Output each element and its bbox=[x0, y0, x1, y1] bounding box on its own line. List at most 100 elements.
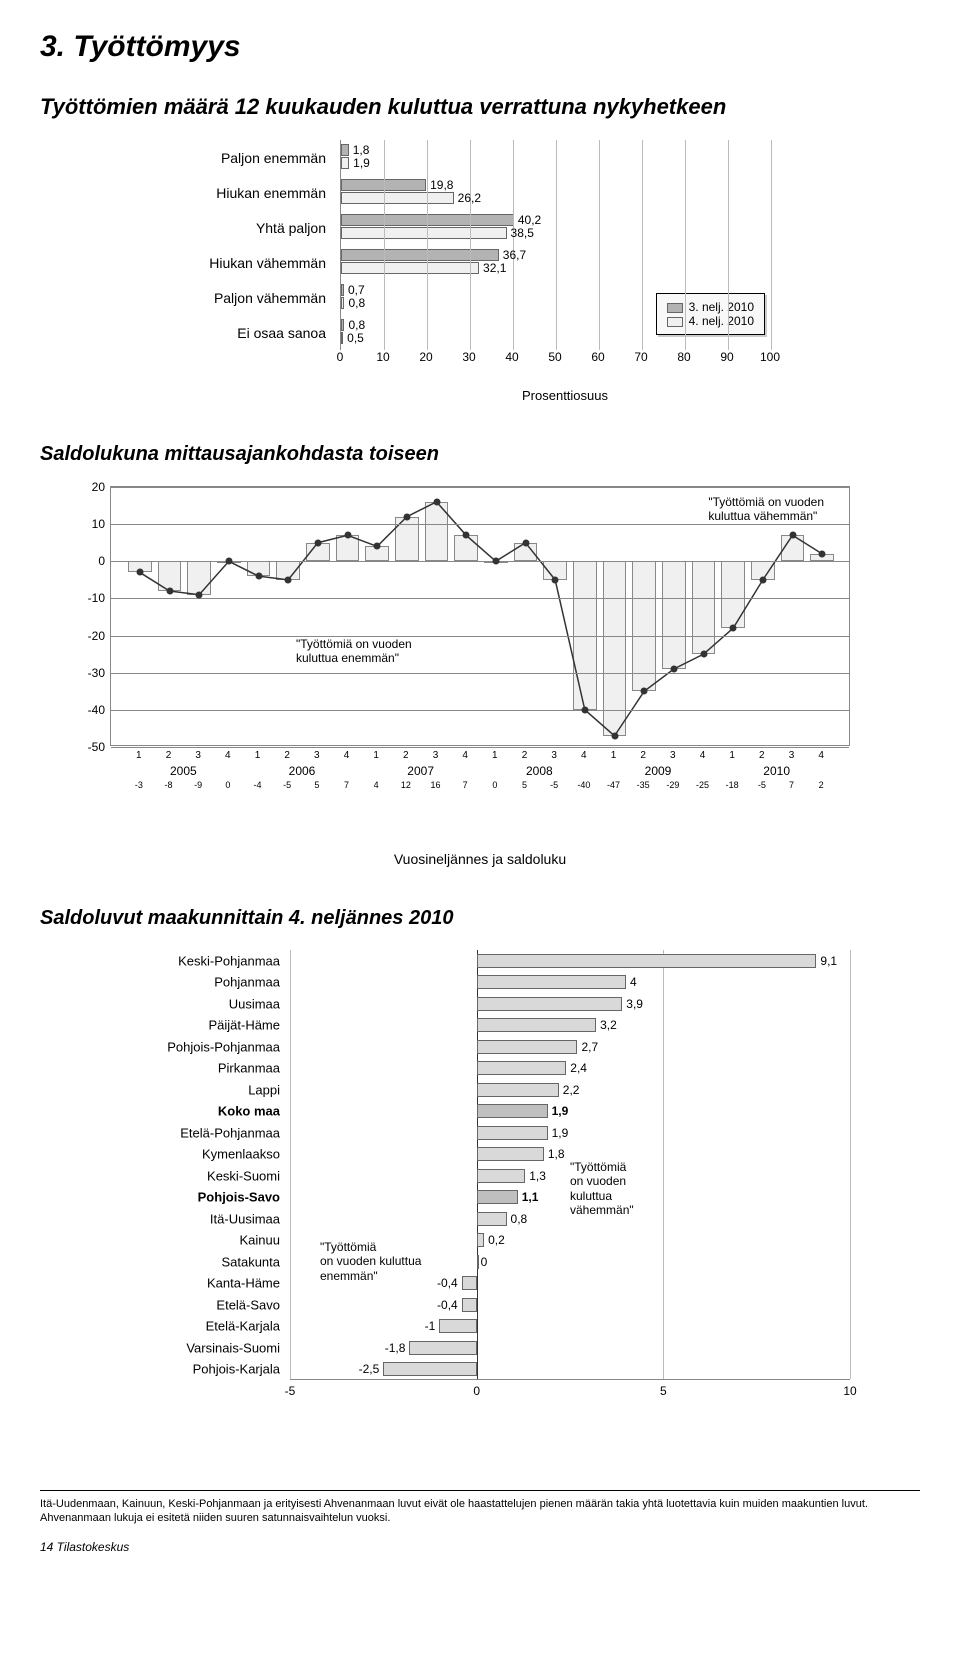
chart3: "Työttömiä on vuoden kuluttuaenemmän" "T… bbox=[100, 950, 860, 1400]
chart1-value: 1,9 bbox=[353, 156, 370, 170]
chart3-bar bbox=[462, 1298, 477, 1312]
chart2-ytick: 10 bbox=[92, 517, 111, 531]
chart2-ytick: -10 bbox=[88, 591, 111, 605]
chart3-bar bbox=[439, 1319, 476, 1333]
chart2-quarter-tick: 1 bbox=[136, 750, 142, 761]
chart3-region-label: Kanta-Häme bbox=[207, 1276, 290, 1291]
chart2-marker bbox=[136, 569, 143, 576]
footnote-line2: Ahvenanmaan lukuja ei esitetä niiden suu… bbox=[40, 1511, 920, 1525]
chart2-value: -35 bbox=[637, 780, 650, 790]
chart3-bar bbox=[477, 1169, 526, 1183]
chart2-marker bbox=[759, 576, 766, 583]
chart2-marker bbox=[463, 532, 470, 539]
chart2-value: 0 bbox=[225, 780, 230, 790]
chart3-value: -1 bbox=[425, 1319, 436, 1333]
chart3-value: 1,9 bbox=[552, 1104, 569, 1118]
chart2-quarter-tick: 3 bbox=[551, 750, 557, 761]
chart3-value: 0,8 bbox=[511, 1212, 528, 1226]
chart1-value: 36,7 bbox=[503, 248, 526, 262]
chart2-year-tick: 2007 bbox=[407, 764, 434, 778]
chart2-quarter-tick: 3 bbox=[670, 750, 676, 761]
chart2-quarter-tick: 3 bbox=[433, 750, 439, 761]
chart3-bar bbox=[477, 1233, 484, 1247]
chart2-quarter-tick: 4 bbox=[700, 750, 706, 761]
chart2-quarter-tick: 3 bbox=[314, 750, 320, 761]
chart2-year-tick: 2010 bbox=[763, 764, 790, 778]
chart3-region-label: Koko maa bbox=[218, 1104, 290, 1119]
chart2-quarter-tick: 1 bbox=[373, 750, 379, 761]
chart2-value: -8 bbox=[164, 780, 172, 790]
chart2-bottom-label: Vuosineljännes ja saldoluku bbox=[110, 851, 850, 867]
chart1-category-label: Hiukan enemmän bbox=[190, 175, 340, 210]
chart3-region-label: Keski-Pohjanmaa bbox=[178, 953, 290, 968]
chart3-bar bbox=[462, 1276, 477, 1290]
chart3-xtick: 5 bbox=[660, 1384, 667, 1398]
chart1-value: 0,8 bbox=[348, 296, 365, 310]
chart3-region-label: Pohjois-Savo bbox=[198, 1190, 290, 1205]
chart3-bar bbox=[477, 1212, 507, 1226]
chart1-category-label: Hiukan vähemmän bbox=[190, 245, 340, 280]
chart1-value: 1,8 bbox=[353, 143, 370, 157]
chart1-bar bbox=[341, 319, 344, 331]
chart1-xtick: 60 bbox=[591, 350, 604, 364]
chart2-quarter-tick: 4 bbox=[818, 750, 824, 761]
chart2-value: 5 bbox=[522, 780, 527, 790]
chart2-marker bbox=[670, 666, 677, 673]
chart1-bar bbox=[341, 297, 344, 309]
chart1-legend: 3. nelj. 20104. nelj. 2010 bbox=[656, 293, 765, 335]
chart2: "Työttömiä on vuoden kuluttua vähemmän" … bbox=[110, 486, 850, 867]
chart1-category-label: Yhtä paljon bbox=[190, 210, 340, 245]
chart2-year-tick: 2005 bbox=[170, 764, 197, 778]
chart3-region-label: Etelä-Pohjanmaa bbox=[180, 1125, 290, 1140]
chart1-value: 26,2 bbox=[458, 191, 481, 205]
chart2-quarter-tick: 3 bbox=[789, 750, 795, 761]
chart3-bar bbox=[477, 975, 626, 989]
chart3-value: 0 bbox=[481, 1255, 488, 1269]
chart3-bar bbox=[477, 1104, 548, 1118]
chart3-bar bbox=[477, 1061, 567, 1075]
chart3-region-label: Kainuu bbox=[240, 1233, 290, 1248]
chart2-marker bbox=[255, 573, 262, 580]
chart3-value: 4 bbox=[630, 975, 637, 989]
chart3-value: 2,2 bbox=[563, 1083, 580, 1097]
chart2-marker bbox=[166, 588, 173, 595]
chart2-marker bbox=[641, 688, 648, 695]
chart2-value: -18 bbox=[726, 780, 739, 790]
chart3-xtick: -5 bbox=[285, 1384, 296, 1398]
chart2-quarter-tick: 2 bbox=[403, 750, 409, 761]
chart3-value: -2,5 bbox=[359, 1362, 380, 1376]
chart2-value: -40 bbox=[577, 780, 590, 790]
chart2-ytick: -40 bbox=[88, 703, 111, 717]
chart3-bar bbox=[477, 1040, 578, 1054]
chart2-quarter-tick: 1 bbox=[255, 750, 261, 761]
chart3-region-label: Lappi bbox=[248, 1082, 290, 1097]
chart3-region-label: Keski-Suomi bbox=[207, 1168, 290, 1183]
chart1: Paljon enemmänHiukan enemmänYhtä paljonH… bbox=[190, 140, 790, 403]
chart3-region-label: Pohjois-Karjala bbox=[193, 1362, 290, 1377]
chart2-value: 7 bbox=[463, 780, 468, 790]
chart2-quarter-tick: 2 bbox=[759, 750, 765, 761]
chart3-value: 3,2 bbox=[600, 1018, 617, 1032]
chart2-ytick: 20 bbox=[92, 480, 111, 494]
chart2-ytick: 0 bbox=[98, 554, 111, 568]
chart2-marker bbox=[552, 576, 559, 583]
chart3-value: 2,7 bbox=[581, 1040, 598, 1054]
chart3-annot-more: "Työttömiä on vuoden kuluttuaenemmän" bbox=[320, 1240, 421, 1283]
chart2-value: -47 bbox=[607, 780, 620, 790]
chart3-value: -0,4 bbox=[437, 1276, 458, 1290]
chart2-value: -5 bbox=[283, 780, 291, 790]
chart3-region-label: Päijät-Häme bbox=[208, 1018, 290, 1033]
chart3-value: 3,9 bbox=[626, 997, 643, 1011]
chart2-value: -4 bbox=[253, 780, 261, 790]
chart3-value: 2,4 bbox=[570, 1061, 587, 1075]
chart3-xtick: 10 bbox=[843, 1384, 856, 1398]
chart3-value: 1,8 bbox=[548, 1147, 565, 1161]
chart2-quarter-tick: 2 bbox=[522, 750, 528, 761]
chart3-title: Saldoluvut maakunnittain 4. neljännes 20… bbox=[40, 907, 920, 930]
chart3-value: -1,8 bbox=[385, 1341, 406, 1355]
chart3-region-label: Etelä-Savo bbox=[216, 1297, 290, 1312]
chart1-bar bbox=[341, 144, 349, 156]
chart3-bar bbox=[383, 1362, 476, 1376]
chart3-value: 1,3 bbox=[529, 1169, 546, 1183]
chart2-marker bbox=[225, 558, 232, 565]
